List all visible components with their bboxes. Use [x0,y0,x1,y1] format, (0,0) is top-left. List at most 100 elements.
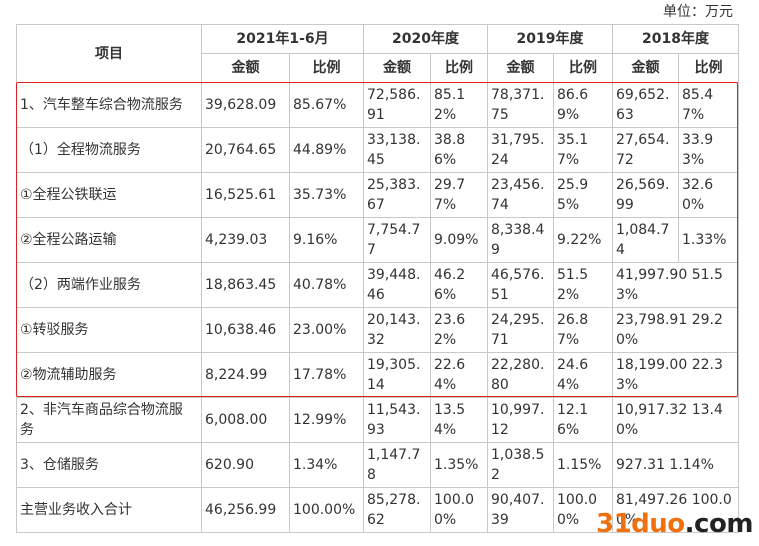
cell-ratio: 24.64% [553,352,613,398]
cell-ratio: 100.00% [289,487,364,533]
cell-amount: 20,764.65 [201,127,290,173]
cell-ratio: 32.60% [678,172,739,218]
row-item-label: 1、汽车整车综合物流服务 [16,82,202,128]
cell-amount: 78,371.75 [487,82,554,128]
row-item-label: 3、仓储服务 [16,442,202,488]
row-item-label: ②全程公路运输 [16,217,202,263]
cell-ratio: 13.54% [430,397,488,443]
cell-amount: 620.90 [201,442,290,488]
watermark-domain: .com [684,509,754,539]
cell-amount: 8,224.99 [201,352,290,398]
cell-amount: 18,863.45 [201,262,290,308]
table-row: ②物流辅助服务 8,224.99 17.78% 19,305.14 22.64%… [16,352,739,398]
cell-amount-ratio: 927.31 1.14% [612,442,739,488]
cell-amount: 1,147.78 [363,442,431,488]
cell-ratio: 22.64% [430,352,488,398]
cell-ratio: 9.09% [430,217,488,263]
cell-ratio: 1.33% [678,217,739,263]
cell-ratio: 38.86% [430,127,488,173]
cell-amount: 33,138.45 [363,127,431,173]
cell-ratio: 23.00% [289,307,364,353]
cell-amount: 85,278.62 [363,487,431,533]
cell-ratio: 35.17% [553,127,613,173]
cell-amount: 8,338.49 [487,217,554,263]
cell-amount: 25,383.67 [363,172,431,218]
cell-amount: 10,638.46 [201,307,290,353]
header-ratio: 比例 [289,53,364,83]
cell-amount: 10,997.12 [487,397,554,443]
header-row-sub: 金额 比例 金额 比例 金额 比例 金额 比例 [17,53,739,83]
cell-amount: 16,525.61 [201,172,290,218]
header-row-periods: 项目 2021年1-6月 2020年度 2019年度 2018年度 [16,24,739,83]
cell-ratio: 26.87% [553,307,613,353]
cell-amount-ratio: 81,497.26 100.00% [612,487,739,533]
header-period-2021h1: 2021年1-6月 [201,24,364,54]
row-item-label: ①全程公铁联运 [16,172,202,218]
cell-ratio: 35.73% [289,172,364,218]
cell-ratio: 46.26% [430,262,488,308]
cell-ratio: 85.47% [678,82,739,128]
watermark-brand: 31duo [596,509,685,539]
row-item-label: 主营业务收入合计 [16,487,202,533]
cell-amount: 46,256.99 [201,487,290,533]
watermark-logo: 31duo.com [596,508,753,540]
cell-ratio: 12.99% [289,397,364,443]
cell-ratio: 1.35% [430,442,488,488]
cell-amount: 6,008.00 [201,397,290,443]
cell-ratio: 40.78% [289,262,364,308]
cell-amount: 90,407.39 [487,487,554,533]
cell-amount: 22,280.80 [487,352,554,398]
cell-ratio: 100.00% [430,487,488,533]
cell-ratio: 1.15% [553,442,613,488]
cell-ratio: 17.78% [289,352,364,398]
header-period-2018: 2018年度 [612,24,739,54]
cell-ratio: 86.69% [553,82,613,128]
cell-amount: 23,456.74 [487,172,554,218]
cell-amount: 26,569.99 [612,172,679,218]
cell-amount: 72,586.91 [363,82,431,128]
cell-ratio: 1.34% [289,442,364,488]
cell-amount: 46,576.51 [487,262,554,308]
cell-amount: 24,295.71 [487,307,554,353]
cell-amount: 1,084.74 [612,217,679,263]
row-item-label: （2）两端作业服务 [16,262,202,308]
cell-ratio: 29.77% [430,172,488,218]
table-row: ②全程公路运输 4,239.03 9.16% 7,754.77 9.09% 8,… [16,217,739,263]
header-amount: 金额 [201,53,290,83]
header-period-2019: 2019年度 [487,24,613,54]
cell-amount: 31,795.24 [487,127,554,173]
header-ratio: 比例 [553,53,613,83]
cell-ratio: 9.16% [289,217,364,263]
table-row: ①转驳服务 10,638.46 23.00% 20,143.32 23.62% … [16,307,739,353]
cell-ratio: 12.16% [553,397,613,443]
header-item: 项目 [16,24,202,83]
table-row: 2、非汽车商品综合物流服 务 6,008.00 12.99% 11,543.93… [16,397,739,443]
cell-ratio: 23.62% [430,307,488,353]
header-amount: 金额 [612,53,679,83]
cell-ratio: 51.52% [553,262,613,308]
cell-amount: 27,654.72 [612,127,679,173]
row-item-label: （1）全程物流服务 [16,127,202,173]
cell-amount: 1,038.52 [487,442,554,488]
cell-amount: 39,448.46 [363,262,431,308]
cell-amount: 19,305.14 [363,352,431,398]
cell-amount: 20,143.32 [363,307,431,353]
row-item-label: ②物流辅助服务 [16,352,202,398]
table-row: （2）两端作业服务 18,863.45 40.78% 39,448.46 46.… [16,262,739,308]
cell-amount: 39,628.09 [201,82,290,128]
table-row-total: 主营业务收入合计 46,256.99 100.00% 85,278.62 100… [16,487,739,533]
row-item-label: ①转驳服务 [16,307,202,353]
header-amount: 金额 [487,53,554,83]
unit-label: 单位：万元 [663,4,733,20]
cell-amount: 4,239.03 [201,217,290,263]
cell-ratio: 33.93% [678,127,739,173]
row-item-label: 2、非汽车商品综合物流服 务 [16,397,202,443]
table-row: （1）全程物流服务 20,764.65 44.89% 33,138.45 38.… [16,127,739,173]
header-ratio: 比例 [678,53,739,83]
header-ratio: 比例 [430,53,488,83]
cell-ratio: 100.00% [553,487,613,533]
table-row: 1、汽车整车综合物流服务 39,628.09 85.67% 72,586.91 … [16,82,739,128]
cell-amount: 7,754.77 [363,217,431,263]
cell-ratio: 85.12% [430,82,488,128]
cell-amount-ratio: 23,798.91 29.20% [612,307,739,353]
